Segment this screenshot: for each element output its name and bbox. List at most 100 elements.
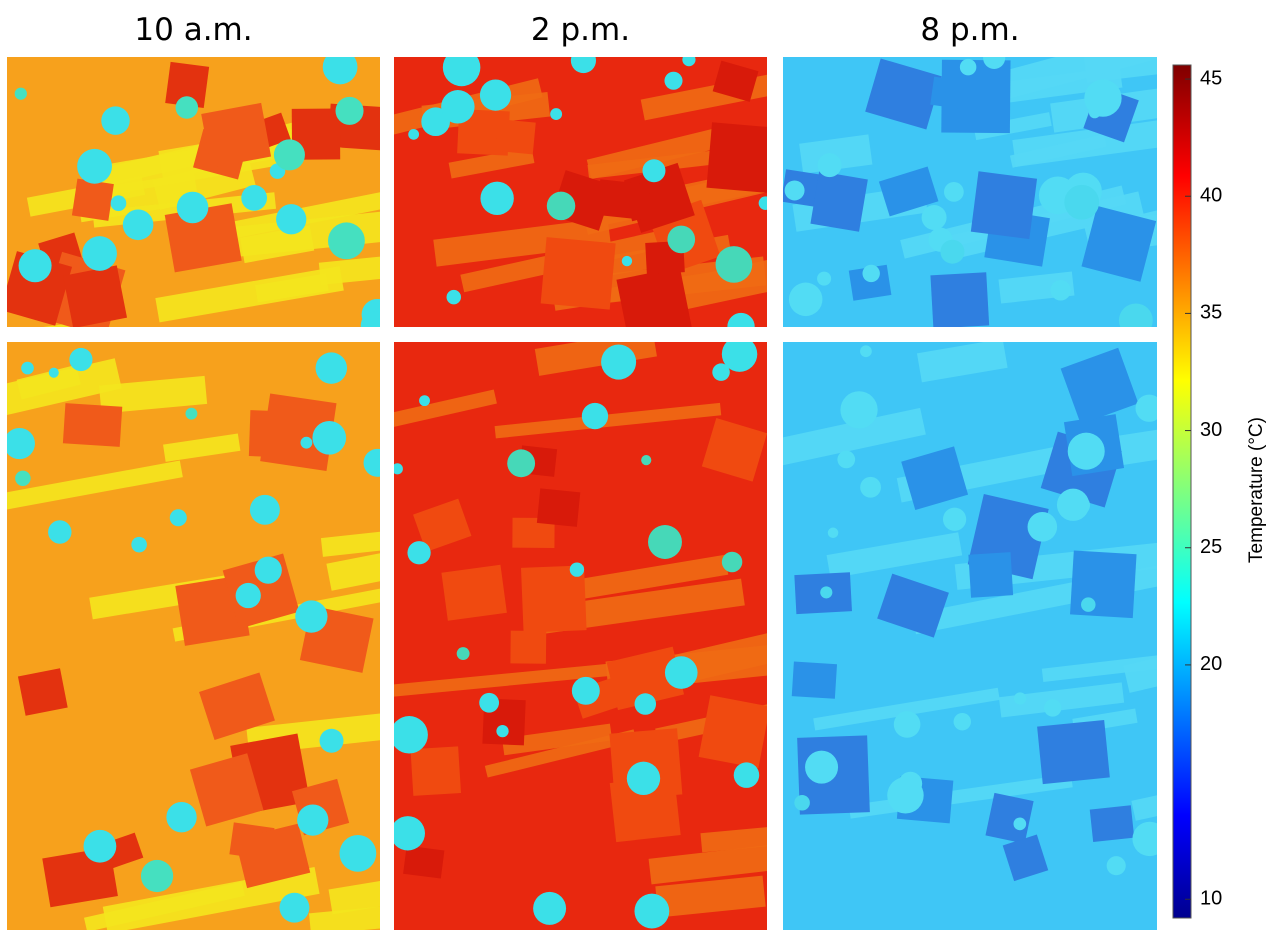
tree	[642, 159, 665, 182]
tree	[785, 181, 805, 201]
tree	[1136, 395, 1163, 422]
tree	[622, 256, 632, 266]
tree	[862, 265, 879, 282]
tree	[894, 711, 921, 738]
tree	[727, 313, 754, 340]
tree	[635, 693, 657, 715]
tree	[828, 528, 838, 538]
building	[63, 265, 127, 328]
tree	[682, 53, 695, 66]
tree	[1081, 597, 1095, 611]
tree	[479, 693, 499, 713]
tree	[336, 97, 364, 125]
tree	[1028, 512, 1058, 542]
tree	[1064, 185, 1099, 220]
figure: 10202530354045 Temperature (°C) 10 a.m.2…	[0, 0, 1281, 930]
building	[249, 410, 297, 457]
building	[72, 179, 114, 221]
building	[968, 552, 1013, 598]
tree	[300, 437, 312, 449]
building	[63, 403, 122, 447]
building	[1070, 551, 1137, 619]
tree	[328, 222, 365, 259]
tree	[1044, 699, 1061, 716]
tree	[922, 205, 947, 230]
tree	[1132, 822, 1166, 856]
tree	[320, 729, 344, 753]
tree	[49, 368, 59, 378]
tree	[457, 647, 470, 660]
tree	[250, 495, 280, 525]
colorbar-label: Temperature (°C)	[1246, 417, 1267, 563]
tree	[77, 149, 112, 184]
tree	[4, 428, 35, 459]
tree	[274, 139, 305, 170]
tree	[533, 892, 566, 925]
tree	[276, 204, 306, 234]
tree	[101, 106, 129, 134]
tree	[648, 525, 682, 559]
tree	[111, 195, 127, 211]
column-title: 8 p.m.	[920, 12, 1019, 48]
tree	[794, 795, 810, 811]
tree	[805, 751, 838, 784]
tree	[390, 716, 427, 753]
tree	[1107, 856, 1126, 875]
tree	[837, 451, 855, 469]
building	[706, 122, 772, 193]
tree	[441, 90, 474, 123]
tree	[601, 345, 636, 380]
tree	[48, 520, 71, 543]
tree	[943, 508, 966, 531]
tree	[734, 762, 760, 788]
tree	[480, 79, 511, 110]
tree	[443, 49, 481, 87]
tree	[176, 96, 199, 119]
tree	[665, 656, 698, 689]
building	[810, 171, 867, 232]
tree	[419, 395, 430, 406]
tree	[170, 509, 187, 526]
tick-label: 25	[1200, 536, 1222, 558]
tree	[295, 600, 327, 632]
building	[930, 77, 970, 110]
panel-content	[387, 48, 833, 341]
tick-label: 20	[1200, 653, 1222, 675]
tree	[496, 725, 508, 737]
tree	[507, 449, 535, 477]
tree	[818, 153, 842, 177]
tree	[177, 192, 209, 224]
tree	[716, 246, 753, 283]
tree	[550, 108, 562, 120]
tree	[15, 88, 27, 100]
tree	[667, 226, 695, 254]
tree	[297, 804, 328, 835]
tree	[571, 48, 596, 73]
tree	[1057, 489, 1089, 521]
tree	[391, 816, 425, 850]
building	[971, 171, 1037, 239]
tree	[364, 449, 392, 477]
tree	[627, 762, 660, 795]
tree	[570, 562, 584, 576]
tree	[21, 362, 34, 375]
building	[403, 846, 444, 879]
tree	[316, 352, 348, 384]
tree	[572, 677, 600, 705]
building	[510, 631, 546, 664]
building	[1090, 805, 1134, 842]
tree	[1119, 303, 1153, 337]
tree	[840, 391, 877, 428]
tree	[789, 283, 823, 317]
tree	[887, 777, 923, 813]
tree	[860, 477, 881, 498]
tree	[547, 192, 576, 221]
building	[410, 746, 460, 796]
tree	[255, 557, 282, 584]
thermal-panel	[387, 48, 833, 341]
building	[537, 488, 580, 526]
tree	[340, 835, 377, 872]
tree	[241, 185, 267, 211]
tree	[817, 272, 831, 286]
tree	[634, 894, 669, 929]
